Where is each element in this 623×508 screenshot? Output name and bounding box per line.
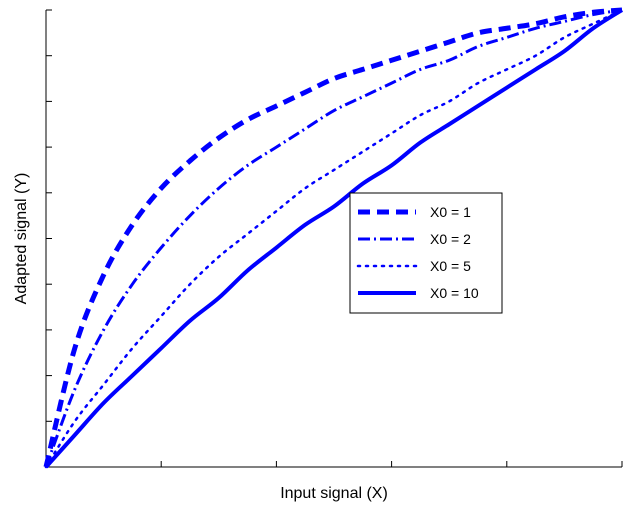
x-axis-label: Input signal (X) [280, 485, 388, 502]
legend-item: X0 = 2 [358, 231, 471, 247]
series-line-2 [44, 8, 623, 468]
x-ticks [45, 461, 623, 467]
legend-label: X0 = 1 [430, 204, 471, 220]
legend-item: X0 = 1 [358, 204, 471, 220]
series-group [43, 7, 623, 469]
legend-item: X0 = 5 [356, 258, 471, 274]
y-ticks [46, 9, 52, 468]
series-line-4 [44, 8, 623, 469]
series-line-3 [44, 8, 623, 469]
legend-label: X0 = 10 [430, 285, 479, 301]
legend-label: X0 = 5 [430, 258, 471, 274]
legend-item: X0 = 10 [358, 285, 479, 301]
legend-items: X0 = 1 X0 = 2 X0 = 5 X0 = 10 [356, 204, 479, 301]
series-line-1 [43, 7, 623, 468]
legend-label: X0 = 2 [430, 231, 471, 247]
y-axis-label: Adapted signal (Y) [13, 173, 30, 305]
legend: X0 = 1 X0 = 2 X0 = 5 X0 = 10 [349, 192, 503, 314]
